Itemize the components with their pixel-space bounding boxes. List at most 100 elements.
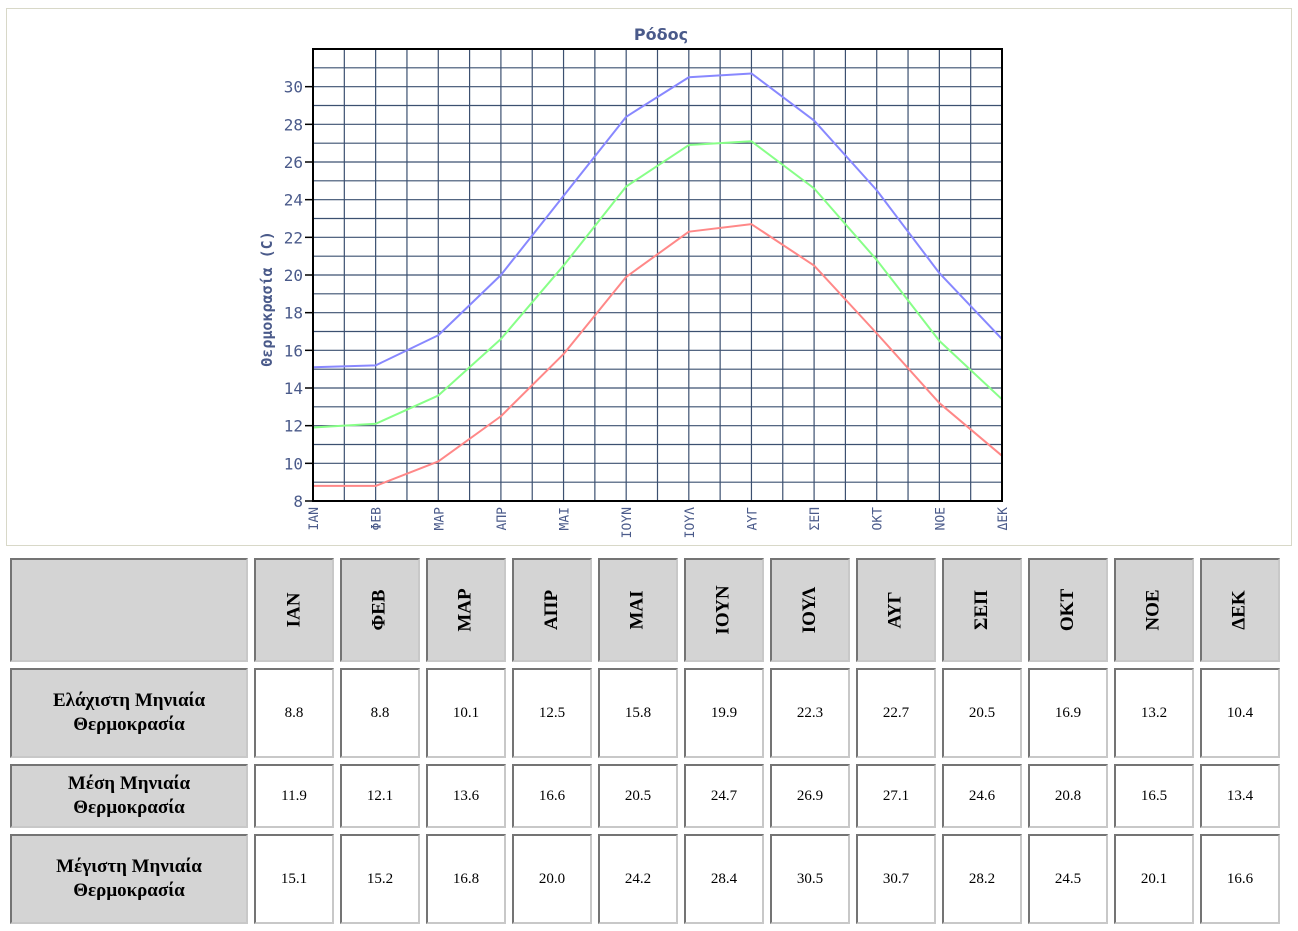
x-tick-label: ΔΕΚ <box>996 507 1011 531</box>
month-header: ΜΑΡ <box>426 558 506 662</box>
x-tick-label: ΟΚΤ <box>871 507 886 531</box>
month-header: ΟΚΤ <box>1028 558 1108 662</box>
y-tick-label: 8 <box>293 492 303 511</box>
table-cell: 20.0 <box>512 834 592 924</box>
table-cell: 15.1 <box>254 834 334 924</box>
table-cell: 11.9 <box>254 764 334 828</box>
month-header: ΑΠΡ <box>512 558 592 662</box>
table-cell: 16.6 <box>512 764 592 828</box>
month-header: ΙΑΝ <box>254 558 334 662</box>
table-row: Μέγιστη Μηνιαία Θερμοκρασία 15.1 15.2 16.8 2… <box>10 834 1280 924</box>
x-tick-label: ΜΑΙ <box>558 507 573 530</box>
table-cell: 12.5 <box>512 668 592 758</box>
month-header: ΙΟΥΝ <box>684 558 764 662</box>
month-header-label: ΙΑΝ <box>283 592 304 628</box>
month-header: ΣΕΠ <box>942 558 1022 662</box>
table-header-row: ΙΑΝ ΦΕΒ ΜΑΡ ΑΠΡ ΜΑΙ ΙΟΥΝ ΙΟΥΛ ΑΥΓ ΣΕΠ ΟΚΤ ΝΟΕ ΔΕΚ <box>10 558 1280 662</box>
table-cell: 10.4 <box>1200 668 1280 758</box>
table-cell: 16.6 <box>1200 834 1280 924</box>
series-line-1 <box>312 72 1003 369</box>
x-tick-label: ΙΑΝ <box>307 507 322 530</box>
table-cell: 20.8 <box>1028 764 1108 828</box>
table-row: Ελάχιστη Μηνιαία Θερμοκρασία 8.8 8.8 10.1 12… <box>10 668 1280 758</box>
month-header: ΝΟΕ <box>1114 558 1194 662</box>
month-header-label: ΙΟΥΛ <box>798 586 820 634</box>
table-cell: 12.1 <box>340 764 420 828</box>
table-cell: 28.4 <box>684 834 764 924</box>
month-header-label: ΣΕΠ <box>971 590 992 630</box>
table-cell: 24.2 <box>598 834 678 924</box>
table-cell: 13.2 <box>1114 668 1194 758</box>
x-tick-label: ΙΟΥΛ <box>683 507 698 538</box>
table-cell: 10.1 <box>426 668 506 758</box>
y-tick-label: 22 <box>284 228 303 247</box>
table-body: Ελάχιστη Μηνιαία Θερμοκρασία 8.8 8.8 10.1 12… <box>10 668 1280 924</box>
month-header: ΜΑΙ <box>598 558 678 662</box>
month-header-label: ΜΑΡ <box>454 588 476 632</box>
table-cell: 24.5 <box>1028 834 1108 924</box>
grid-lines <box>313 48 1002 502</box>
row-label: Ελάχιστη Μηνιαία Θερμοκρασία <box>10 668 248 758</box>
temperature-table: ΙΑΝ ΦΕΒ ΜΑΡ ΑΠΡ ΜΑΙ ΙΟΥΝ ΙΟΥΛ ΑΥΓ ΣΕΠ ΟΚΤ ΝΟΕ ΔΕΚ Ε… <box>4 552 1286 930</box>
y-axis-label: Θερμοκρασία (C) <box>258 231 276 366</box>
table-cell: 22.7 <box>856 668 936 758</box>
chart-panel: Ρόδος Θερμοκρασία (C) 8 10 12 14 16 18 20 22 24 2… <box>6 8 1292 546</box>
y-tick-label: 26 <box>284 153 303 172</box>
table-cell: 15.2 <box>340 834 420 924</box>
month-header: ΙΟΥΛ <box>770 558 850 662</box>
table-cell: 20.5 <box>942 668 1022 758</box>
y-tick-labels: 8 10 12 14 16 18 20 22 24 26 28 30 <box>284 78 313 511</box>
plot-frame <box>312 48 1003 502</box>
table-cell: 13.4 <box>1200 764 1280 828</box>
table-cell: 28.2 <box>942 834 1022 924</box>
month-header-label: ΑΠΡ <box>540 589 562 631</box>
table-cell: 16.5 <box>1114 764 1194 828</box>
table-cell: 20.5 <box>598 764 678 828</box>
table-cell: 24.7 <box>684 764 764 828</box>
y-tick-label: 18 <box>284 304 303 323</box>
table-cell: 30.7 <box>856 834 936 924</box>
y-tick-label: 24 <box>284 191 303 210</box>
month-header-label: ΝΟΕ <box>1143 589 1164 631</box>
x-tick-label: ΑΥΓ <box>745 507 760 531</box>
y-tick-label: 14 <box>284 379 303 398</box>
table-cell: 16.9 <box>1028 668 1108 758</box>
month-header: ΦΕΒ <box>340 558 420 662</box>
table-row: Μέση Μηνιαία Θερμοκρασία 11.9 12.1 13.6 16.6… <box>10 764 1280 828</box>
table-cell: 30.5 <box>770 834 850 924</box>
table-cell: 15.8 <box>598 668 678 758</box>
row-label: Μέγιστη Μηνιαία Θερμοκρασία <box>10 834 248 924</box>
month-header: ΔΕΚ <box>1200 558 1280 662</box>
table-cell: 26.9 <box>770 764 850 828</box>
month-header: ΑΥΓ <box>856 558 936 662</box>
month-header-label: ΑΥΓ <box>884 591 906 629</box>
month-header-label: ΜΑΙ <box>627 590 648 630</box>
x-tick-label: ΝΟΕ <box>933 507 948 530</box>
y-tick-label: 12 <box>284 417 303 436</box>
y-tick-label: 10 <box>284 454 303 473</box>
table-cell: 19.9 <box>684 668 764 758</box>
x-tick-label: ΙΟΥΝ <box>620 507 635 538</box>
x-tick-labels: ΙΑΝ ΦΕΒ ΜΑΡ ΑΠΡ ΜΑΙ ΙΟΥΝ ΙΟΥΛ ΑΥΓ ΣΕΠ ΟΚΤ ΝΟΕ ΔΕΚ <box>307 507 1011 538</box>
series-lines <box>312 72 1003 487</box>
series-line-3 <box>313 223 1003 487</box>
table-cell: 24.6 <box>942 764 1022 828</box>
chart-title: Ρόδος <box>634 25 688 44</box>
table-cell: 8.8 <box>254 668 334 758</box>
table-cell: 20.1 <box>1114 834 1194 924</box>
y-tick-label: 20 <box>284 266 303 285</box>
y-tick-label: 28 <box>284 115 303 134</box>
table-cell: 27.1 <box>856 764 936 828</box>
table-cell: 16.8 <box>426 834 506 924</box>
month-header-label: ΦΕΒ <box>368 589 390 631</box>
series-line-2 <box>312 140 1003 429</box>
month-header-label: ΙΟΥΝ <box>713 585 734 635</box>
row-label: Μέση Μηνιαία Θερμοκρασία <box>10 764 248 828</box>
x-tick-label: ΜΑΡ <box>432 507 447 531</box>
x-tick-label: ΣΕΠ <box>808 507 823 530</box>
table-cell: 22.3 <box>770 668 850 758</box>
month-header-label: ΟΚΤ <box>1056 588 1078 632</box>
table-corner-cell <box>10 558 248 662</box>
y-tick-label: 16 <box>284 341 303 360</box>
x-tick-label: ΑΠΡ <box>495 507 510 531</box>
